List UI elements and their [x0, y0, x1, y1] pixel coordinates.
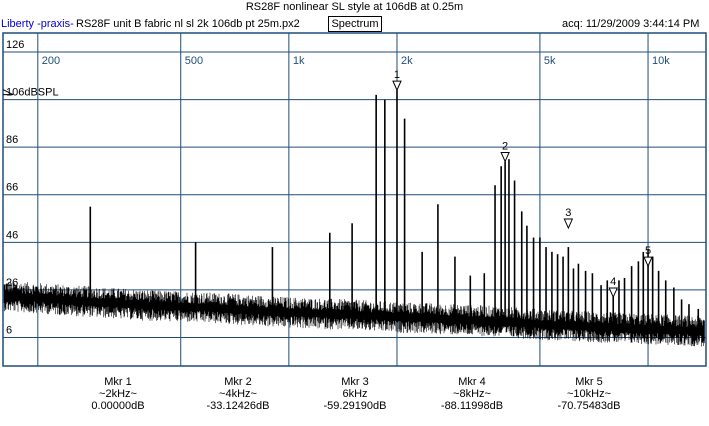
marker-name: Mkr 2 — [224, 376, 252, 388]
y-tick-label: 86 — [6, 134, 18, 146]
marker-2-label: 2 — [502, 140, 508, 152]
marker-name: Mkr 3 — [341, 376, 369, 388]
marker-value: -33.12426dB — [206, 400, 270, 412]
marker-4-triangle[interactable] — [608, 287, 619, 299]
marker-value: -70.75483dB — [557, 400, 621, 412]
spectrum-plot[interactable]: 200 500 1k 2k 5k 10k 126 106dBSPL 86 66 46 26 6 1 2 3 4… — [0, 32, 709, 368]
file-name: RS28F unit B fabric nl sl 2k 106db pt 25… — [76, 18, 300, 30]
marker-readout-4: Mkr 4 ~8kHz~ -88.11998dB — [427, 376, 517, 412]
marker-value: 0.00000dB — [91, 400, 145, 412]
marker-frequency: 6kHz — [342, 388, 368, 400]
brand-label: Liberty -praxis- — [1, 18, 74, 30]
marker-1-label: 1 — [394, 69, 400, 81]
y-tick-label: 106dBSPL — [6, 87, 59, 99]
marker-3-triangle[interactable] — [563, 218, 574, 230]
x-tick-label: 10k — [652, 55, 670, 67]
y-tick-label: 126 — [6, 39, 24, 51]
marker-readout-1: Mkr 1 ~2kHz~ 0.00000dB — [73, 376, 163, 412]
marker-readout-2: Mkr 2 ~4kHz~ -33.12426dB — [193, 376, 283, 412]
y-tick-label: 46 — [6, 229, 18, 241]
marker-readout-5: Mkr 5 ~10kHz~ -70.75483dB — [544, 376, 634, 412]
marker-frequency: ~10kHz~ — [566, 388, 612, 400]
marker-5-triangle[interactable] — [643, 256, 653, 268]
marker-readout-3: Mkr 3 6kHz -59.29190dB — [310, 376, 400, 412]
marker-3-label: 3 — [565, 207, 571, 219]
spectrum-view-button[interactable]: Spectrum — [328, 16, 382, 32]
y-tick-label: 26 — [6, 277, 18, 289]
y-tick-label: 6 — [6, 324, 12, 336]
reference-level-icon — [2, 89, 14, 96]
x-tick-label: 1k — [293, 55, 305, 67]
marker-name: Mkr 4 — [458, 376, 486, 388]
x-tick-label: 2k — [401, 55, 413, 67]
marker-5-label: 5 — [645, 245, 651, 257]
x-tick-label: 5k — [544, 55, 556, 67]
marker-frequency: ~4kHz~ — [219, 388, 257, 400]
x-tick-label: 500 — [185, 55, 203, 67]
marker-1-triangle[interactable] — [392, 80, 402, 92]
chart-title: RS28F nonlinear SL style at 106dB at 0.2… — [245, 1, 464, 13]
marker-value: -88.11998dB — [440, 400, 504, 412]
marker-name: Mkr 1 — [104, 376, 132, 388]
marker-frequency: ~8kHz~ — [453, 388, 491, 400]
marker-value: -59.29190dB — [323, 400, 387, 412]
marker-2-triangle[interactable] — [500, 151, 510, 163]
marker-4-label: 4 — [610, 276, 616, 288]
acquisition-time: acq: 11/29/2009 3:44:14 PM — [562, 18, 700, 30]
marker-name: Mkr 5 — [575, 376, 603, 388]
x-tick-label: 200 — [42, 55, 60, 67]
marker-frequency: ~2kHz~ — [99, 388, 137, 400]
y-tick-label: 66 — [6, 182, 18, 194]
